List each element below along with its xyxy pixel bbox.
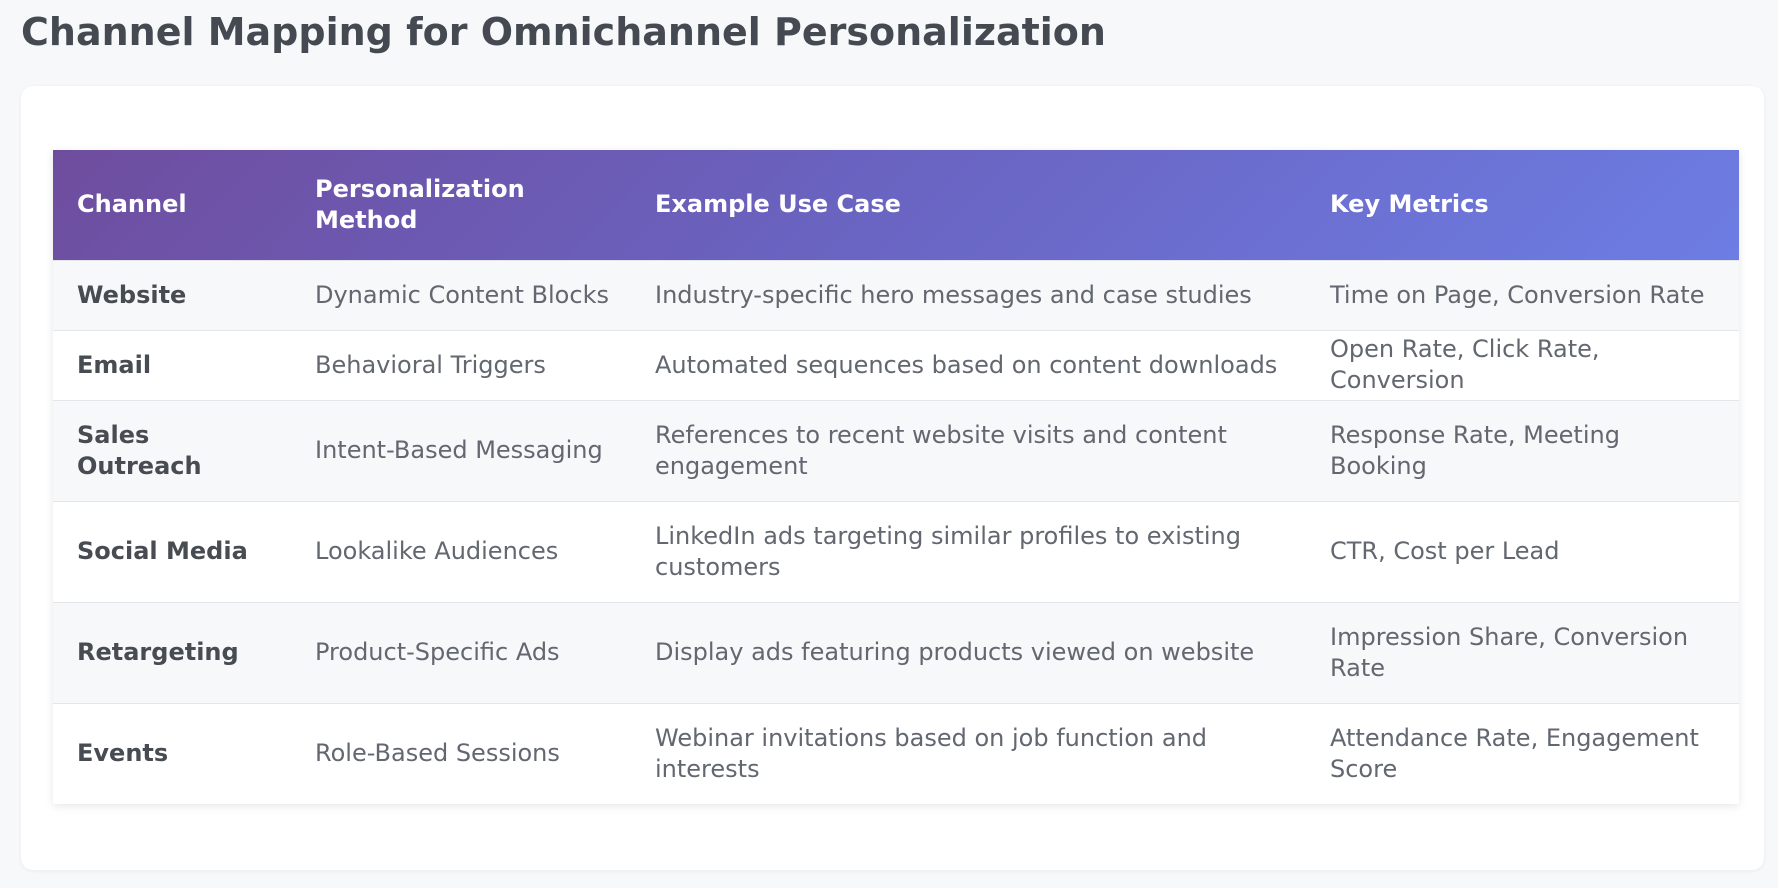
metrics-cell: Open Rate, Click Rate, Conversion [1330, 335, 1600, 394]
table-header-row: Channel Personalization Method Example U… [53, 150, 1739, 260]
page-title: Channel Mapping for Omnichannel Personal… [21, 10, 1106, 54]
header-key-metrics: Key Metrics [1330, 190, 1489, 219]
use-case-cell: LinkedIn ads targeting similar profiles … [655, 521, 1241, 581]
channel-cell: Social Media [77, 537, 248, 565]
table-row: Events Role-Based Sessions Webinar invit… [53, 703, 1739, 804]
method-cell: Behavioral Triggers [315, 350, 546, 379]
channel-cell: Email [77, 350, 152, 379]
use-case-cell: References to recent website visits and … [655, 420, 1227, 480]
method-cell: Intent-Based Messaging [315, 436, 603, 464]
table-header: Channel Personalization Method Example U… [53, 150, 1739, 260]
metrics-cell: Time on Page, Conversion Rate [1330, 280, 1705, 309]
table-row: Social Media Lookalike Audiences LinkedI… [53, 501, 1739, 602]
method-cell: Dynamic Content Blocks [315, 280, 609, 309]
header-channel: Channel [77, 190, 187, 219]
header-example-use-case: Example Use Case [655, 190, 901, 219]
channel-mapping-table-container: Channel Personalization Method Example U… [53, 150, 1739, 804]
method-cell: Role-Based Sessions [315, 739, 560, 768]
metrics-cell: Attendance Rate, Engagement Score [1330, 723, 1699, 783]
table-body: Website Dynamic Content Blocks Industry-… [53, 260, 1739, 804]
method-cell: Lookalike Audiences [315, 537, 559, 565]
metrics-cell: Response Rate, Meeting Booking [1330, 420, 1620, 480]
channel-cell: Retargeting [77, 638, 239, 666]
channel-cell: Website [77, 280, 187, 309]
use-case-cell: Webinar invitations based on job functio… [655, 723, 1208, 783]
table-row: Website Dynamic Content Blocks Industry-… [53, 260, 1739, 330]
method-cell: Product-Specific Ads [315, 638, 560, 666]
metrics-cell: Impression Share, Conversion Rate [1330, 622, 1689, 682]
use-case-cell: Automated sequences based on content dow… [655, 350, 1278, 379]
table-row: Sales Outreach Intent-Based Messaging Re… [53, 400, 1739, 501]
table-row: Retargeting Product-Specific Ads Display… [53, 602, 1739, 703]
use-case-cell: Industry-specific hero messages and case… [655, 280, 1252, 309]
metrics-cell: CTR, Cost per Lead [1330, 537, 1560, 565]
use-case-cell: Display ads featuring products viewed on… [655, 638, 1255, 666]
channel-mapping-table: Channel Personalization Method Example U… [53, 150, 1739, 804]
content-card: Channel Personalization Method Example U… [21, 86, 1764, 870]
table-row: Email Behavioral Triggers Automated sequ… [53, 330, 1739, 400]
channel-cell: Sales Outreach [77, 420, 202, 480]
channel-cell: Events [77, 739, 169, 768]
header-personalization-method: Personalization Method [315, 174, 525, 234]
